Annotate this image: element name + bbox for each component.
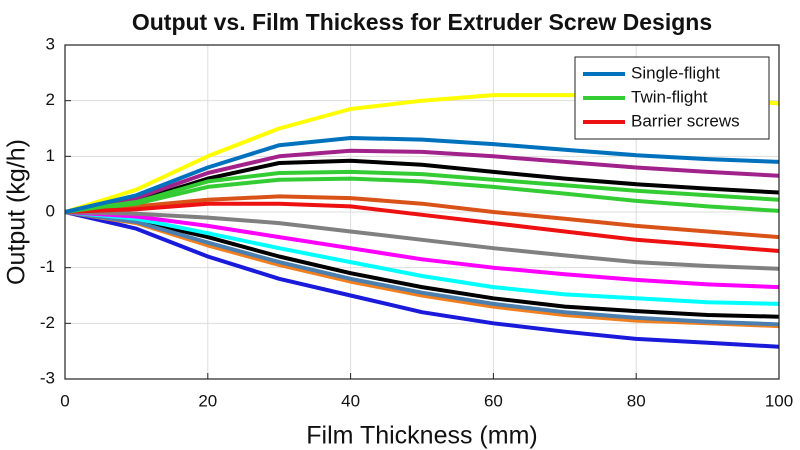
x-axis-label: Film Thickness (mm) [306, 422, 537, 450]
legend-label: Twin-flight [631, 87, 708, 106]
legend-label: Barrier screws [631, 111, 740, 130]
x-tick-label: 100 [765, 391, 793, 410]
series-line [64, 210, 780, 290]
x-tick-label: 20 [198, 391, 217, 410]
series-line [64, 169, 780, 214]
y-tick-label: 0 [46, 201, 55, 220]
series-line [64, 210, 780, 329]
y-tick-label: 2 [46, 90, 55, 109]
series-line [64, 158, 780, 214]
y-tick-label: 3 [46, 34, 55, 53]
series-line [64, 148, 780, 214]
plot-frame [64, 44, 780, 380]
chart-title: Output vs. Film Thickess for Extruder Sc… [132, 9, 712, 35]
legend: Single-flight Twin-flight Barrier screws [574, 56, 770, 140]
y-tick-label: -1 [40, 257, 55, 276]
series-line [64, 210, 780, 306]
series-line [64, 136, 780, 214]
y-tick-label: -3 [40, 368, 55, 387]
x-tick-label: 0 [60, 391, 69, 410]
legend-label: Single-flight [631, 63, 720, 82]
y-tick-label: -2 [40, 313, 55, 332]
x-tick-label: 40 [341, 391, 360, 410]
series-line [64, 210, 780, 271]
y-tick-label: 1 [46, 146, 55, 165]
series-line [64, 201, 780, 253]
series-line [64, 176, 780, 214]
series-line [64, 210, 780, 349]
x-tick-label: 60 [484, 391, 503, 410]
y-axis-label: Output (kg/h) [3, 139, 31, 285]
series-line [64, 210, 780, 327]
series-line [64, 210, 780, 319]
series-line [64, 194, 780, 240]
x-tick-label: 80 [627, 391, 646, 410]
